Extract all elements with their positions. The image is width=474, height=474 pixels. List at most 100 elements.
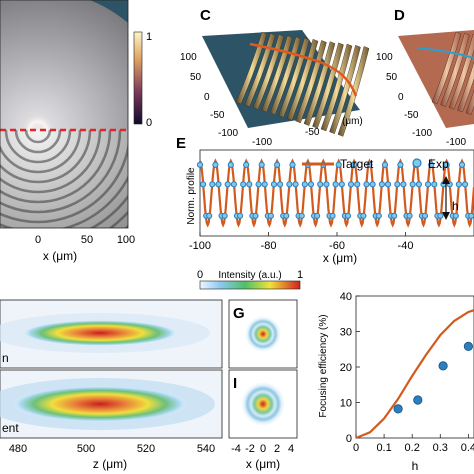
h-arrow-head-bottom bbox=[442, 212, 450, 220]
exp-point bbox=[230, 181, 237, 188]
focus-beam-top bbox=[22, 320, 178, 346]
xtick-label: 0 bbox=[353, 442, 359, 454]
exp-point bbox=[246, 181, 253, 188]
panel-f-colorbar bbox=[199, 280, 301, 290]
exp-point bbox=[252, 212, 259, 219]
panel-gi-xlabel: x (μm) bbox=[246, 457, 280, 471]
legend-exp-swatch bbox=[412, 158, 422, 168]
colorbar-f-label: Intensity (a.u.) bbox=[218, 270, 281, 281]
surface-ridge bbox=[312, 42, 344, 129]
xtick-label: -60 bbox=[329, 240, 345, 252]
panel-j-xlabel: h bbox=[412, 459, 419, 473]
exp-point bbox=[443, 161, 450, 168]
exp-point bbox=[215, 181, 222, 188]
xtick-label: -40 bbox=[398, 240, 414, 252]
exp-point bbox=[196, 161, 204, 168]
exp-point bbox=[462, 181, 469, 188]
exp-point bbox=[274, 161, 281, 168]
xtick-label: 0.2 bbox=[405, 442, 420, 454]
panel-c-xtick-m100: -100 bbox=[252, 137, 272, 148]
ytick-label: 0 bbox=[346, 433, 352, 445]
exp-point bbox=[314, 212, 321, 219]
panel-c-label: C bbox=[200, 7, 211, 24]
efficiency-curve-line bbox=[355, 309, 474, 440]
exp-point bbox=[307, 181, 315, 188]
panel-b-xtick-0: 0 bbox=[35, 234, 41, 246]
legend-exp-label: Exp bbox=[428, 157, 449, 171]
panel-c-ytick-m100: -100 bbox=[218, 128, 238, 139]
panel-d-ridges bbox=[431, 31, 474, 116]
exp-point bbox=[329, 212, 336, 219]
panel-f-xtick-480: 480 bbox=[9, 443, 27, 455]
ytick-label: 10 bbox=[340, 398, 352, 410]
surface-ridge bbox=[320, 43, 353, 132]
ring-line bbox=[0, 130, 112, 204]
exp-point bbox=[421, 212, 429, 219]
h-annotation: h bbox=[452, 199, 459, 213]
surface-ridge bbox=[235, 31, 268, 105]
exp-point bbox=[394, 181, 401, 188]
panel-g: G bbox=[228, 299, 298, 369]
colorbar-f-tick-0: 0 bbox=[197, 269, 203, 281]
exp-point bbox=[255, 181, 262, 188]
surface-ridge bbox=[252, 34, 285, 110]
exp-point bbox=[289, 161, 296, 168]
exp-point bbox=[437, 212, 444, 219]
panel-d-ytick-m50: -50 bbox=[404, 110, 419, 121]
exp-point bbox=[335, 161, 342, 168]
exp-point bbox=[397, 161, 404, 168]
exp-point bbox=[323, 181, 330, 188]
panel-e-label: E bbox=[176, 135, 186, 152]
h-arrow-head-top bbox=[442, 176, 450, 184]
ytick-label: 30 bbox=[340, 327, 352, 339]
panel-d-xtick-m100: -100 bbox=[446, 137, 466, 148]
surface-ridge bbox=[457, 61, 474, 113]
efficiency-curve bbox=[355, 309, 474, 440]
exp-point bbox=[240, 181, 247, 188]
ytick-label: 40 bbox=[340, 291, 352, 303]
surface-ridge bbox=[269, 36, 302, 116]
panel-gi-xtick-0: 0 bbox=[260, 443, 266, 455]
panel-gi-xtick-2: 2 bbox=[274, 443, 280, 455]
ring-line bbox=[0, 130, 102, 194]
panel-b-frame bbox=[0, 0, 129, 229]
exp-point bbox=[298, 212, 305, 219]
efficiency-point bbox=[413, 395, 423, 405]
panel-gi-axis: -4 -2 0 2 4 x (μm) bbox=[231, 443, 294, 471]
exp-point bbox=[375, 212, 382, 219]
exp-point bbox=[212, 161, 219, 168]
surface-ridge bbox=[448, 34, 474, 110]
ring-line bbox=[4, 130, 72, 164]
surface-ridge bbox=[465, 89, 474, 116]
panel-c-profile-line bbox=[249, 42, 358, 97]
panel-j-frame bbox=[355, 295, 474, 439]
exp-point bbox=[415, 181, 422, 188]
exp-point bbox=[270, 181, 278, 188]
exp-point bbox=[209, 181, 216, 188]
panel-d-profile-line bbox=[417, 47, 474, 59]
colorbar-b-top-tick: 1 bbox=[146, 31, 152, 43]
panel-d-ytick-100: 100 bbox=[376, 52, 393, 63]
xtick-label: 0.3 bbox=[433, 442, 448, 454]
exp-point bbox=[425, 181, 432, 188]
panel-gi-xtick-4: 4 bbox=[288, 443, 294, 455]
panel-e-xticks: -100 -80 -60 -40 bbox=[189, 232, 413, 252]
panel-c: C 100 50 0 -50 -100 -100 -50 (μm) bbox=[180, 7, 370, 148]
panel-j-ylabel: Focusing efficiency (%) bbox=[318, 314, 329, 417]
efficiency-point bbox=[463, 341, 473, 351]
surface-ridge bbox=[431, 31, 462, 105]
panel-b-colorbar bbox=[133, 31, 143, 125]
exp-point bbox=[332, 181, 339, 188]
exp-point bbox=[378, 181, 385, 188]
rings-bottom-lines bbox=[0, 130, 128, 228]
panel-f-row-label-bottom: ent bbox=[2, 421, 19, 435]
efficiency-point bbox=[393, 404, 403, 414]
panel-b-xtick-100: 100 bbox=[117, 234, 135, 246]
exp-point bbox=[458, 161, 466, 168]
panel-e-xlabel: x (μm) bbox=[323, 251, 357, 265]
panel-f: 0 Intensity (a.u.) 1 n ent 480 500 520 5… bbox=[0, 269, 303, 471]
exp-point bbox=[237, 212, 244, 219]
xtick-label: 0.1 bbox=[376, 442, 391, 454]
panel-i-label: I bbox=[233, 375, 237, 392]
